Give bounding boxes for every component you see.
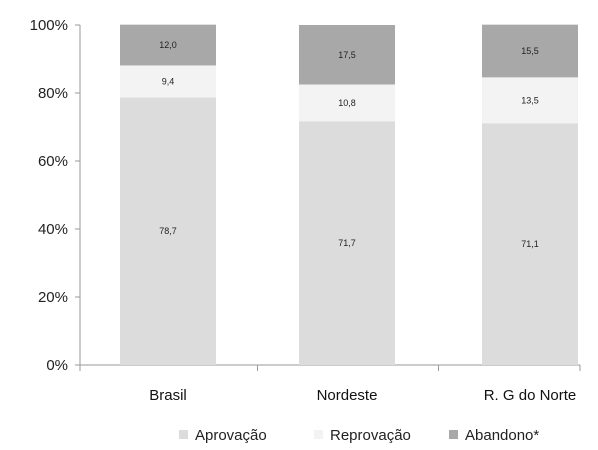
legend-swatch — [449, 430, 458, 439]
data-label: 71,1 — [521, 239, 539, 249]
data-label: 9,4 — [162, 76, 175, 86]
legend-label: Aprovação — [195, 427, 267, 444]
bar-segment — [120, 97, 216, 366]
bar-segment — [299, 25, 395, 85]
data-label: 17,5 — [338, 50, 356, 60]
data-label: 10,8 — [338, 98, 356, 108]
y-tick-label: 0% — [46, 357, 68, 374]
data-label: 13,5 — [521, 95, 539, 105]
legend-swatch — [179, 430, 188, 439]
bar-segment — [482, 24, 578, 78]
data-label: 15,5 — [521, 46, 539, 56]
bar-segment — [299, 84, 395, 122]
bar-segment — [120, 65, 216, 98]
y-tick-label: 40% — [38, 221, 68, 238]
category-label: R. G do Norte — [484, 387, 577, 404]
y-tick-label: 20% — [38, 289, 68, 306]
bar-segment — [482, 123, 578, 365]
bar-segment — [482, 77, 578, 124]
bar-segment — [120, 24, 216, 66]
y-tick-label: 60% — [38, 153, 68, 170]
bar-segment — [299, 121, 395, 365]
legend-swatch — [314, 430, 323, 439]
legend-label: Reprovação — [330, 427, 411, 444]
category-label: Brasil — [149, 387, 187, 404]
data-label: 71,7 — [338, 238, 356, 248]
data-label: 78,7 — [159, 226, 177, 236]
y-tick-label: 80% — [38, 85, 68, 102]
category-label: Nordeste — [317, 387, 378, 404]
legend-label: Abandono* — [465, 427, 539, 444]
data-label: 12,0 — [159, 40, 177, 50]
y-tick-label: 100% — [30, 17, 68, 34]
